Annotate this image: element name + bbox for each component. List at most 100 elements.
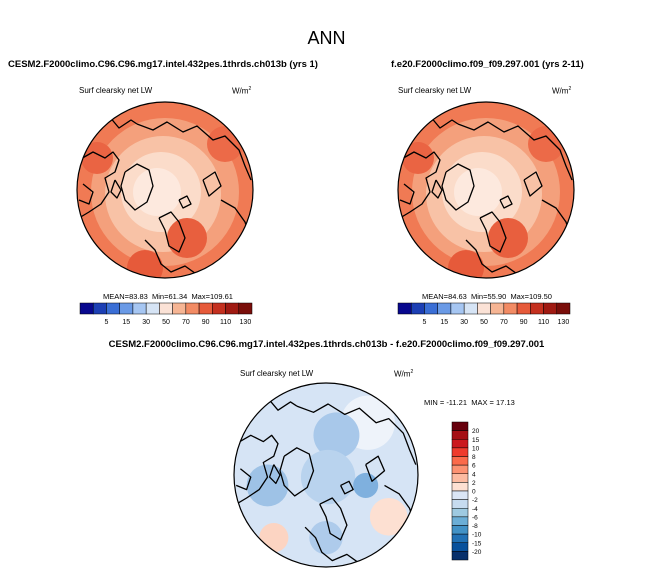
map-border xyxy=(397,101,575,279)
coast-novaya-zemlya xyxy=(202,171,222,197)
panel2-colorbar-swatch xyxy=(477,302,491,315)
coast-eurasia-north xyxy=(457,121,573,181)
panel1-stats: MEAN=83.83 Min=61.34 Max=109.61 xyxy=(103,292,233,301)
panel3-colorbar-tick-label: -4 xyxy=(472,506,478,513)
panel2-colorbar-tick-label: 50 xyxy=(480,319,488,326)
panel3-colorbar-tick-label: 20 xyxy=(472,428,480,435)
panel3-colorbar-tick-label: 10 xyxy=(472,445,480,452)
panel2-variable: Surf clearsky net LW xyxy=(398,86,472,95)
panel1-colorbar-swatch xyxy=(132,302,147,315)
panel1-colorbar-swatch xyxy=(79,302,94,315)
panel3-colorbar-swatch xyxy=(451,499,469,509)
panel2-colorbar-tick-label: 90 xyxy=(520,319,528,326)
panel2-colorbar-swatch xyxy=(410,302,425,315)
panel3-colorbar-swatch xyxy=(451,430,469,440)
panel2-units: W/m2 xyxy=(552,86,572,96)
coast-scandinavia xyxy=(319,497,348,541)
panel1-colorbar-swatch xyxy=(92,302,107,315)
panel2-colorbar: 5 15 30 50 70 90 110 130 xyxy=(397,302,571,326)
panel3-colorbar-swatch xyxy=(451,439,469,449)
coast-north-america xyxy=(399,151,441,219)
panel1-colorbar-tick-label: 70 xyxy=(182,319,190,326)
panel1-colorbar-tick-label: 50 xyxy=(162,319,170,326)
field-core xyxy=(133,168,181,216)
coast-europe xyxy=(304,526,362,566)
panel3-stats: MIN = -11.21 MAX = 17.13 xyxy=(424,398,515,407)
panel1-colorbar-swatch xyxy=(238,302,253,315)
map-border xyxy=(76,101,254,279)
panel3-colorbar-tick-label: -6 xyxy=(472,514,478,521)
panel3-units: W/m2 xyxy=(394,369,414,379)
coast-greenland xyxy=(279,447,315,497)
main-title: ANN xyxy=(307,28,346,48)
panel2-colorbar-tick-label: 15 xyxy=(440,319,448,326)
field-hot-atlantic xyxy=(167,218,207,258)
panel3-colorbar-swatch xyxy=(451,447,469,457)
panel2-stats: MEAN=84.63 Min=55.90 Max=109.50 xyxy=(422,292,552,301)
panel2-colorbar-swatch xyxy=(516,302,531,315)
panel2-colorbar-swatch xyxy=(490,302,505,315)
panel2-colorbar-swatch xyxy=(437,302,452,315)
coast-novaya-zemlya xyxy=(523,171,543,197)
panel2-colorbar-swatch xyxy=(424,302,438,315)
coast-scandinavia xyxy=(158,211,186,253)
coast-svalbard xyxy=(178,195,192,209)
field-core xyxy=(454,168,502,216)
panel1-colorbar-swatch xyxy=(145,302,160,315)
panel3-colorbar-swatch xyxy=(451,542,469,552)
panel1-map xyxy=(76,101,254,279)
panel2-colorbar-tick-label: 110 xyxy=(538,319,549,326)
field-deep-blue xyxy=(353,472,379,498)
field-hot-sw xyxy=(81,142,113,174)
coast-svalbard xyxy=(499,195,513,209)
coast-eurasia-north xyxy=(136,121,252,181)
panel1-colorbar-swatch xyxy=(172,302,187,315)
panel1-colorbar-swatch xyxy=(159,302,173,315)
panel3-colorbar-tick-label: -8 xyxy=(472,523,478,530)
panel3-map xyxy=(233,382,419,568)
coast-hudson xyxy=(78,183,94,205)
panel2-title: f.e20.F2000climo.f09_f09.297.001 (yrs 2-… xyxy=(391,59,584,70)
field-warm-se xyxy=(369,497,408,536)
field-warm-sw xyxy=(259,523,289,553)
panel2-colorbar-tick-label: 70 xyxy=(500,319,508,326)
panel3-colorbar-tick-label: 15 xyxy=(472,437,480,444)
panel3-colorbar-tick-label: 2 xyxy=(472,480,476,487)
coast-arctic-islands xyxy=(431,179,443,199)
panel3-colorbar-swatch xyxy=(451,533,469,543)
panel1-colorbar-tick-label: 15 xyxy=(122,319,130,326)
field-hot-pacific xyxy=(207,126,243,162)
field-blue-w xyxy=(246,464,289,507)
panel3-colorbar-swatch xyxy=(451,456,469,466)
panel2-colorbar-swatch xyxy=(397,302,412,315)
coast-svalbard xyxy=(340,480,354,495)
coast-greenland xyxy=(120,163,154,211)
panel1-colorbar-swatch xyxy=(198,302,213,315)
panel2-colorbar-tick-label: 5 xyxy=(423,319,427,326)
panel3-variable: Surf clearsky net LW xyxy=(240,369,314,378)
coast-hudson xyxy=(399,183,415,205)
coast-europe xyxy=(144,239,200,277)
panel2-colorbar-tick-label: 30 xyxy=(460,319,468,326)
panel2-colorbar-swatch xyxy=(556,302,571,315)
panel3-colorbar-tick-label: -2 xyxy=(472,497,478,504)
panel3-colorbar-swatch xyxy=(451,551,469,561)
panel2-colorbar-swatch xyxy=(450,302,465,315)
field-blue-s xyxy=(309,520,343,555)
panel1-colorbar-tick-label: 130 xyxy=(240,319,252,326)
panel3-colorbar-tick-label: -20 xyxy=(472,549,482,556)
panel1-colorbar-swatch xyxy=(185,302,200,315)
panel3-colorbar-swatch xyxy=(451,473,469,483)
panel3-colorbar-swatch xyxy=(451,482,469,492)
coast-arctic-islands xyxy=(268,464,281,485)
panel3-colorbar-tick-label: 8 xyxy=(472,454,476,461)
coast-scandinavia xyxy=(479,211,507,253)
field-hot-pacific xyxy=(528,126,564,162)
panel3-colorbar-swatch xyxy=(451,421,469,431)
diff-title: CESM2.F2000climo.C96.C96.mg17.intel.432p… xyxy=(108,339,545,350)
panel1-colorbar-swatch xyxy=(106,302,120,315)
field-blue-c xyxy=(300,449,356,505)
panel3-colorbar-tick-label: 4 xyxy=(472,471,476,478)
coast-hudson xyxy=(235,468,252,491)
